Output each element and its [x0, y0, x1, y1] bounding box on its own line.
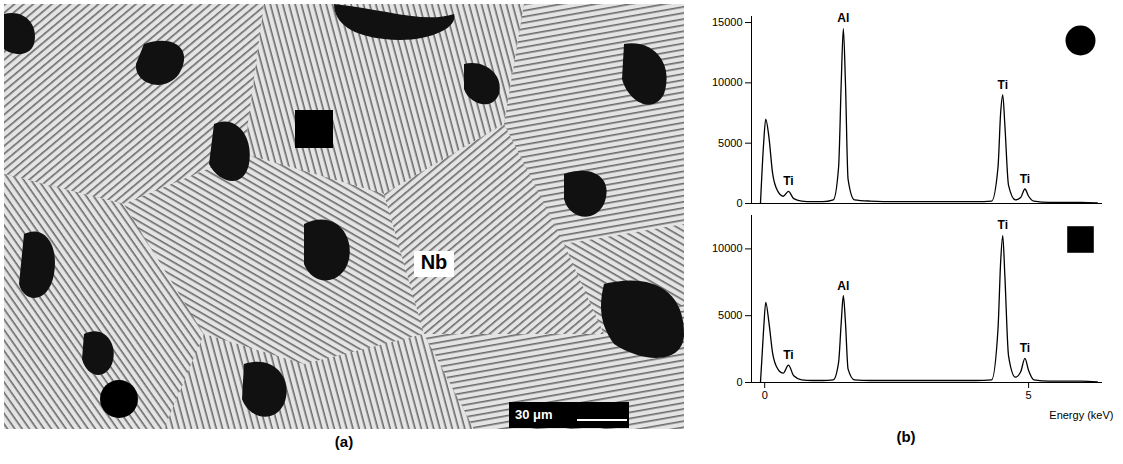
svg-text:15000: 15000	[712, 16, 743, 28]
svg-text:0: 0	[762, 389, 768, 401]
html-text:(a): (a)	[334, 433, 354, 450]
svg-text:Nb: Nb	[421, 251, 448, 273]
svg-text:Ti: Ti	[998, 78, 1008, 92]
svg-text:Ti: Ti	[783, 174, 793, 188]
svg-text:Ti: Ti	[998, 218, 1008, 232]
svg-text:5000: 5000	[718, 137, 742, 149]
svg-text:Ti: Ti	[783, 348, 793, 362]
svg-text:5000: 5000	[718, 309, 742, 321]
svg-text:10000: 10000	[712, 242, 743, 254]
html-text:(b): (b)	[896, 428, 916, 445]
svg-text:10000: 10000	[712, 76, 743, 88]
svg-text:0: 0	[736, 376, 742, 388]
svg-text:Al: Al	[837, 11, 849, 25]
svg-text:Al: Al	[837, 279, 849, 293]
svg-text:30 μm: 30 μm	[515, 407, 553, 422]
svg-text:0: 0	[736, 197, 742, 209]
svg-text:Ti: Ti	[1020, 172, 1030, 186]
svg-text:Energy (keV): Energy (keV)	[1049, 409, 1113, 421]
svg-text:Ti: Ti	[1020, 341, 1030, 355]
svg-text:5: 5	[1026, 389, 1032, 401]
